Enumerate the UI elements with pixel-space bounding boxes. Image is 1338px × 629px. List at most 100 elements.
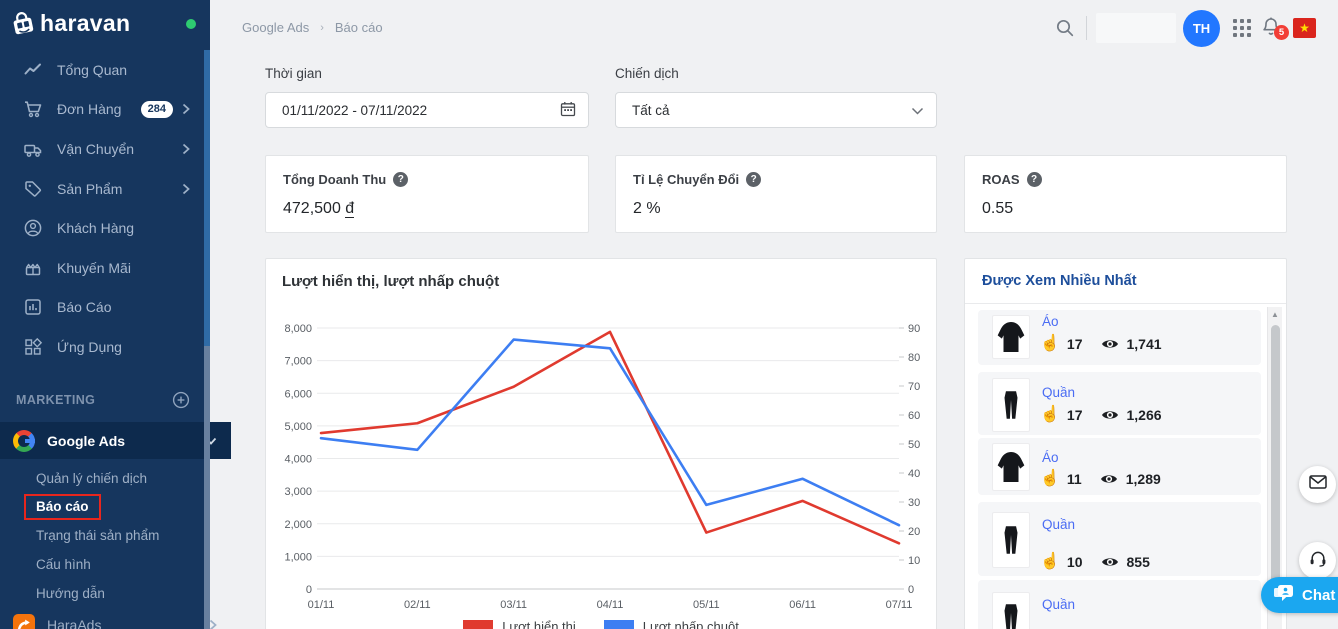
svg-text:10: 10 (908, 555, 920, 567)
hand-pointer-icon: ☝ (1040, 335, 1060, 352)
product-image-jacket[interactable] (992, 443, 1030, 491)
product-image-jacket[interactable] (992, 315, 1030, 359)
submenu-label: Hướng dẫn (36, 585, 105, 601)
click-count: 17 (1066, 407, 1083, 423)
svg-text:60: 60 (908, 410, 920, 422)
sidebar-item-haraads[interactable]: HaraAds (0, 608, 231, 629)
help-icon[interactable]: ? (746, 172, 762, 187)
vietnam-flag-icon[interactable]: ★ (1293, 18, 1316, 38)
submenu-bao-cao-active[interactable]: Báo cáo (0, 493, 204, 522)
notifications-bell-icon[interactable] (1260, 16, 1282, 43)
sidebar-item-khuyen-mai[interactable]: Khuyến Mãi (0, 248, 204, 288)
help-icon[interactable]: ? (393, 172, 409, 187)
sidebar-item-ung-dung[interactable]: Ứng Dụng (0, 327, 204, 367)
svg-text:05/11: 05/11 (693, 599, 720, 611)
search-icon[interactable] (1055, 18, 1075, 43)
chevron-right-icon (209, 619, 217, 629)
avatar[interactable]: TH (1183, 10, 1220, 47)
breadcrumb-google-ads[interactable]: Google Ads (242, 20, 310, 35)
help-icon[interactable]: ? (1026, 172, 1042, 187)
eye-icon (1100, 473, 1118, 485)
haraads-label: HaraAds (47, 617, 102, 629)
trend-chart-icon (22, 59, 43, 80)
eye-icon (1101, 556, 1119, 568)
sidebar-item-bao-cao[interactable]: Báo Cáo (0, 288, 204, 328)
sidebar-item-don-hang[interactable]: Đơn Hàng 284 (0, 90, 204, 130)
submenu-huong-dan[interactable]: Hướng dẫn (0, 579, 204, 608)
product-link[interactable]: Quần (1042, 517, 1076, 532)
product-link[interactable]: Quần (1042, 597, 1076, 612)
google-ads-label: Google Ads (47, 432, 126, 449)
submenu-quan-ly-chien-dich[interactable]: Quản lý chiến dịch (0, 464, 204, 493)
svg-text:50: 50 (908, 439, 920, 451)
campaign-filter-label: Chiến dịch (615, 66, 679, 81)
email-support-button[interactable] (1299, 466, 1336, 503)
sidebar-item-khach-hang[interactable]: Khách Hàng (0, 208, 204, 248)
submenu-cau-hinh[interactable]: Cấu hình (0, 550, 204, 579)
submenu-trang-thai-san-pham[interactable]: Trạng thái sản phẩm (0, 521, 204, 550)
annotation-highlight-box: Báo cáo (24, 494, 101, 521)
svg-text:80: 80 (908, 352, 920, 364)
masked-store-name (1096, 13, 1176, 43)
svg-text:6,000: 6,000 (284, 388, 312, 400)
svg-text:06/11: 06/11 (789, 599, 816, 611)
sidebar-scrollbar-thumb[interactable] (204, 50, 210, 346)
svg-text:3,000: 3,000 (284, 486, 312, 498)
svg-text:5,000: 5,000 (284, 421, 312, 433)
date-range-input[interactable]: 01/11/2022 - 07/11/2022 (265, 92, 589, 128)
brand-name: haravan (40, 10, 131, 36)
svg-text:0: 0 (306, 584, 312, 596)
campaign-select-value: Tất cả (632, 102, 670, 118)
hand-pointer-icon: ☝ (1040, 470, 1060, 487)
sidebar-item-tong-quan[interactable]: Tổng Quan (0, 50, 204, 90)
product-link[interactable]: Quần (1042, 385, 1076, 400)
breadcrumb-separator-icon: › (320, 21, 324, 34)
campaign-select[interactable]: Tất cả (615, 92, 937, 128)
product-list-scrollbar-thumb[interactable] (1270, 325, 1280, 605)
product-image-pants[interactable] (992, 378, 1030, 432)
support-hotline-button[interactable] (1299, 542, 1336, 579)
svg-text:70: 70 (908, 381, 920, 393)
svg-text:4,000: 4,000 (284, 454, 312, 466)
product-image-pants[interactable] (992, 592, 1030, 629)
most-viewed-panel: Được Xem Nhiều Nhất Áo ☝ 17 1,741 Quần ☝… (964, 258, 1287, 629)
sidebar-item-label: Ứng Dụng (57, 338, 122, 355)
brand-logo[interactable]: haravan (0, 0, 204, 50)
view-count: 1,266 (1126, 407, 1162, 423)
chat-button[interactable]: Chat (1261, 577, 1338, 613)
apps-icon (22, 336, 43, 357)
add-channel-icon[interactable] (172, 391, 190, 409)
svg-text:2,000: 2,000 (284, 519, 312, 531)
svg-text:01/11: 01/11 (308, 599, 335, 611)
svg-text:1,000: 1,000 (284, 551, 312, 563)
stat-label-text: Tỉ Lệ Chuyển Đổi (633, 172, 740, 187)
sidebar-item-label: Khách Hàng (57, 220, 135, 237)
sidebar-item-san-pham[interactable]: Sản Phẩm (0, 169, 204, 209)
product-image-pants[interactable] (992, 512, 1030, 568)
scroll-up-arrow-icon[interactable]: ▲ (1271, 310, 1279, 319)
app-launcher-icon[interactable] (1233, 19, 1251, 42)
breadcrumb: Google Ads › Báo cáo (242, 20, 383, 35)
svg-text:07/11: 07/11 (886, 599, 913, 611)
product-link[interactable]: Áo (1042, 314, 1059, 329)
eye-icon (1101, 338, 1119, 350)
product-link[interactable]: Áo (1042, 450, 1059, 465)
sidebar: haravan Tổng Quan Đơn Hàng 284 Vận (0, 0, 231, 629)
eye-icon (1101, 409, 1119, 421)
sidebar-item-label: Vận Chuyển (57, 140, 135, 157)
sidebar-nav: Tổng Quan Đơn Hàng 284 Vận Chuyển (0, 50, 204, 367)
shopping-bag-logo-icon (8, 9, 38, 44)
click-count: 11 (1066, 471, 1082, 487)
impressions-clicks-chart-card: Lượt hiển thị, lượt nhấp chuột 0 1,000 2,0… (265, 258, 937, 629)
svg-text:8,000: 8,000 (284, 323, 312, 335)
time-filter-label: Thời gian (265, 66, 322, 81)
sidebar-item-google-ads[interactable]: Google Ads (0, 422, 231, 459)
online-status-dot (186, 19, 196, 29)
google-ads-submenu: Quản lý chiến dịch Báo cáo Trạng thái sả… (0, 464, 204, 607)
marketing-section-header: MARKETING (16, 386, 190, 414)
product-list-scrollbar-track[interactable]: ▲ (1267, 307, 1282, 629)
sidebar-item-van-chuyen[interactable]: Vận Chuyển (0, 129, 204, 169)
legend-swatch-red (463, 620, 494, 629)
chevron-right-icon (182, 103, 190, 115)
